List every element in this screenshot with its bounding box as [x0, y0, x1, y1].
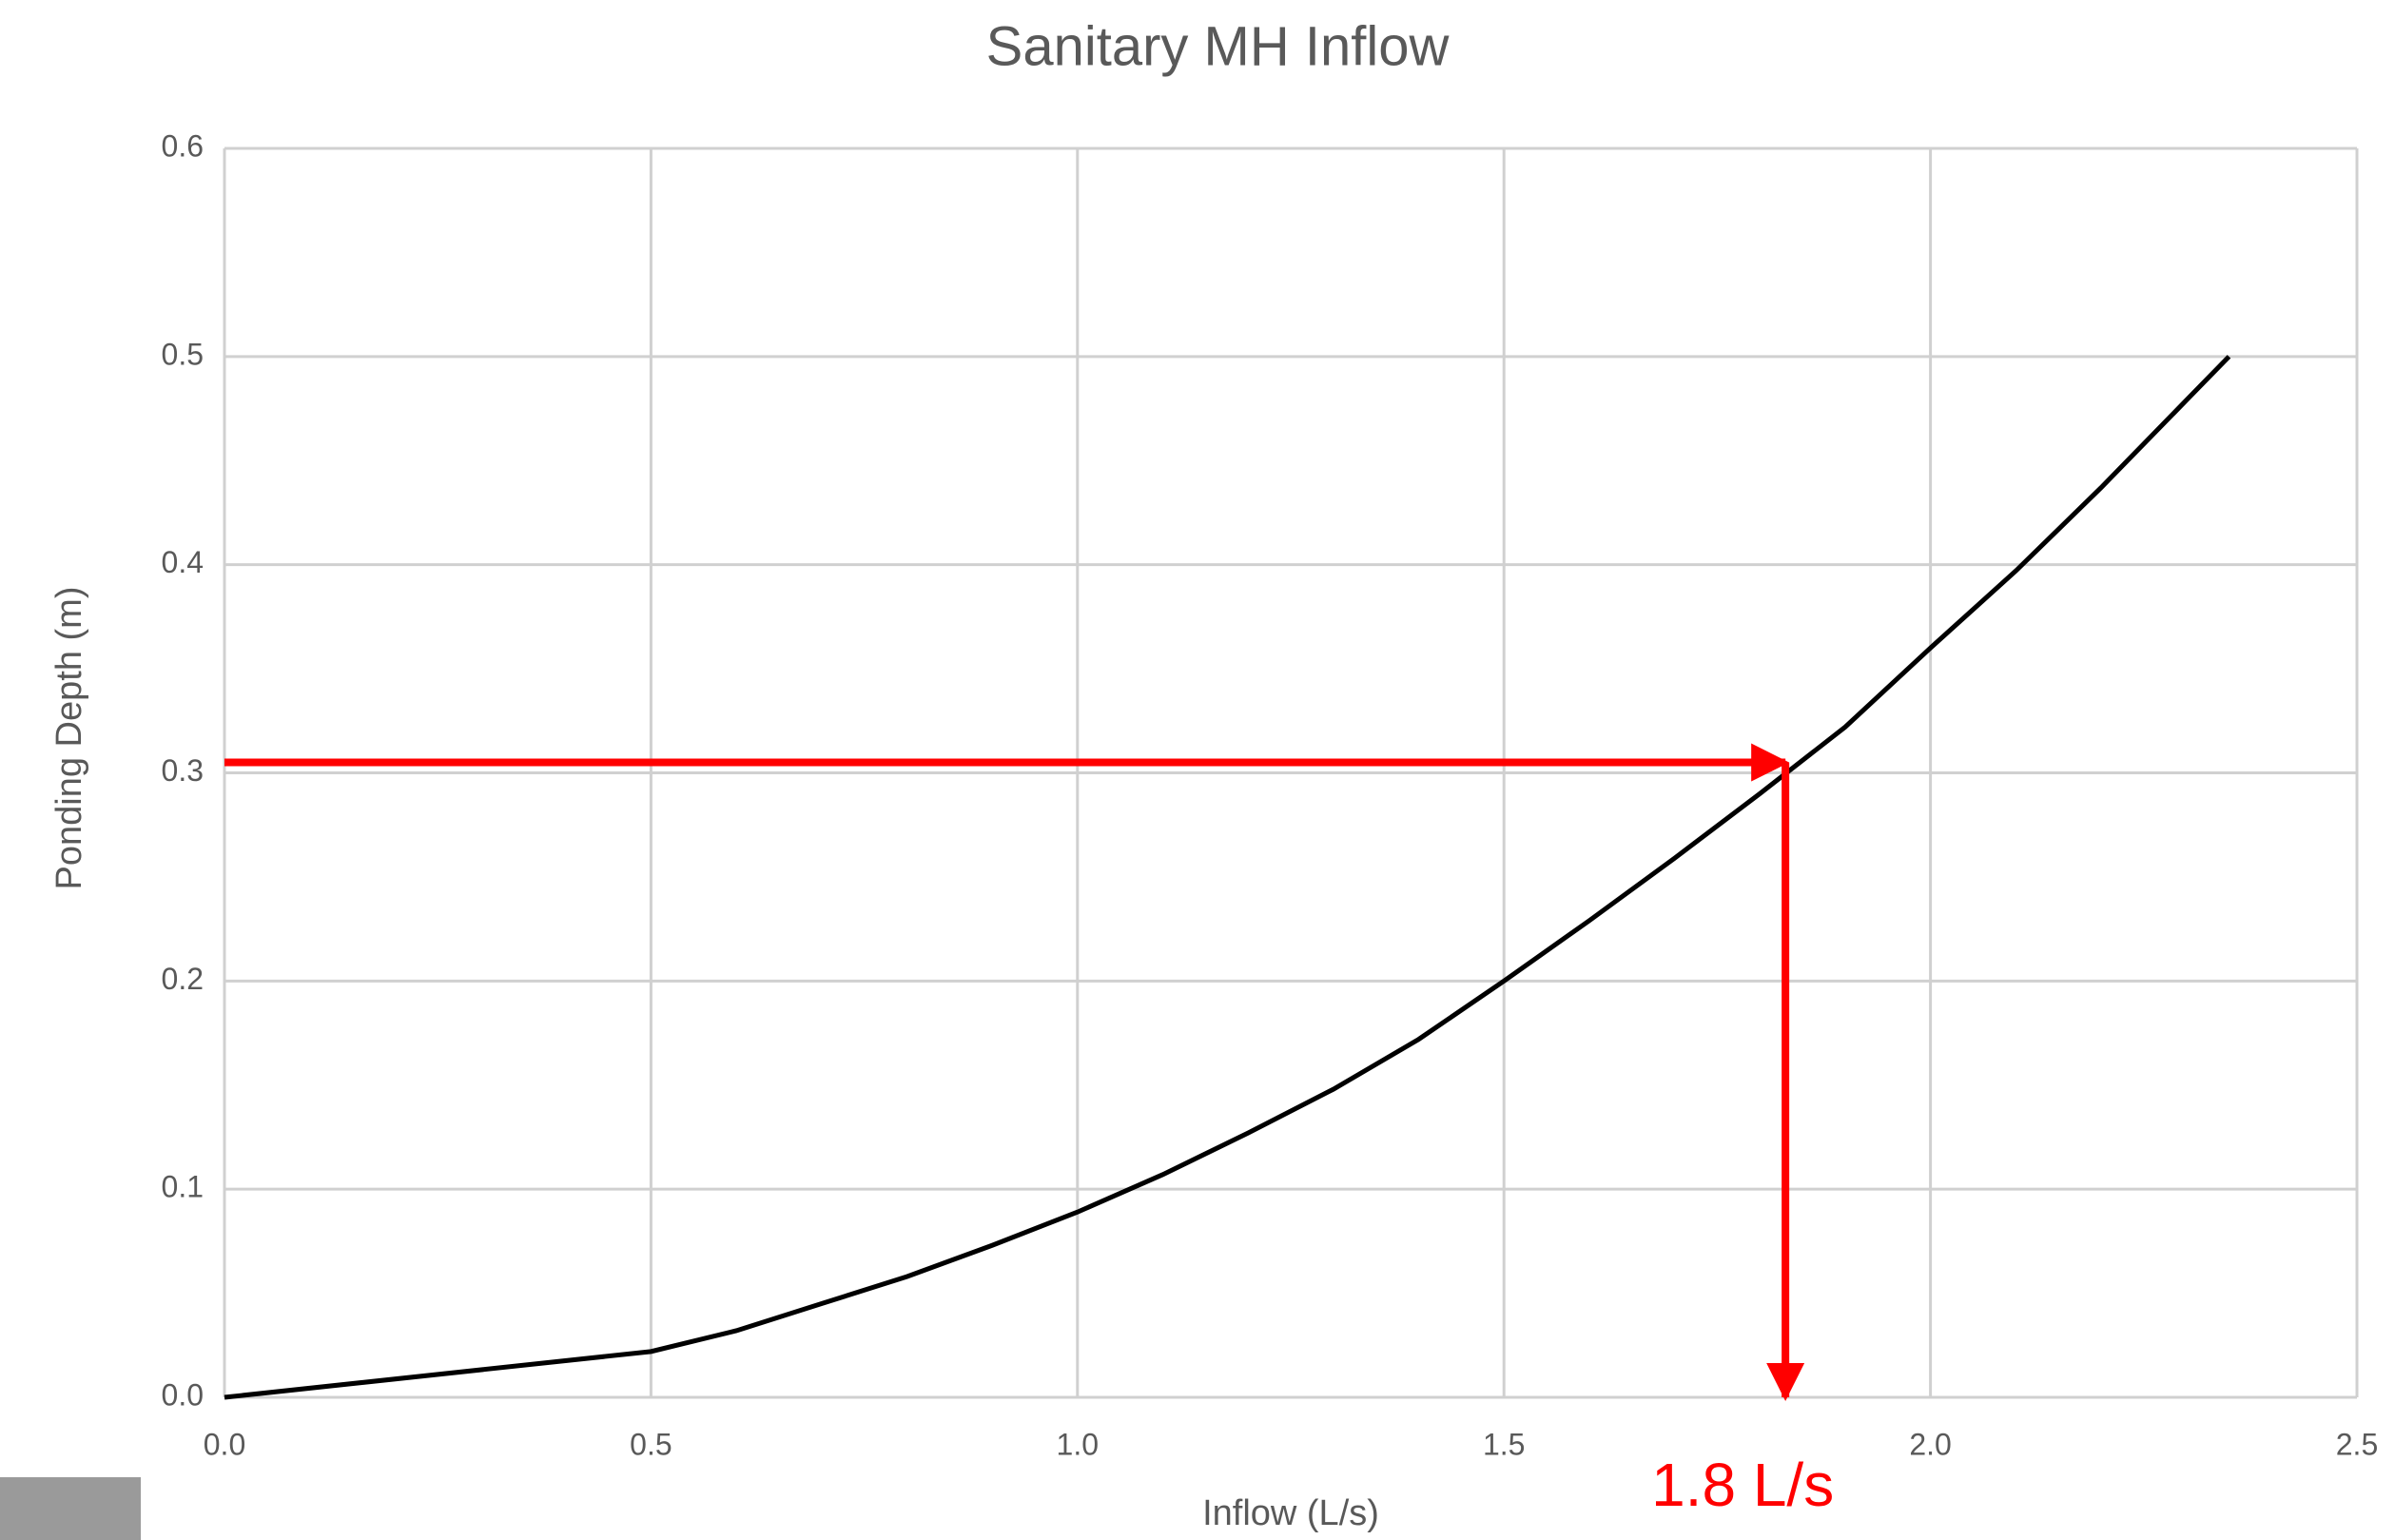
x-tick-label: 1.5 — [1483, 1427, 1525, 1461]
line — [224, 355, 2231, 1400]
y-tick-label: 0.5 — [162, 337, 204, 371]
x-axis-label: Inflow (L/s) — [1202, 1493, 1379, 1533]
thumbnail — [0, 1477, 141, 1540]
y-tick-label: 0.1 — [162, 1170, 204, 1204]
x-tick-label: 2.5 — [2336, 1427, 2378, 1461]
x-tick-label: 0.5 — [630, 1427, 672, 1461]
annotation-label: 1.8 L/s — [1651, 1451, 1834, 1519]
y-axis-label: Ponding Depth (m) — [49, 587, 89, 890]
y-tick-label: 0.4 — [162, 545, 204, 579]
x-tick-label: 1.0 — [1057, 1427, 1099, 1461]
x-tick-label: 0.0 — [204, 1427, 245, 1461]
y-tick-label: 0.2 — [162, 962, 204, 996]
x-tick-label: 2.0 — [1909, 1427, 1951, 1461]
y-tick-label: 0.3 — [162, 753, 204, 788]
y-tick-label: 0.0 — [162, 1377, 204, 1412]
y-tick-label: 0.6 — [162, 128, 204, 163]
chart-title: Sanitary MH Inflow — [986, 15, 1451, 77]
